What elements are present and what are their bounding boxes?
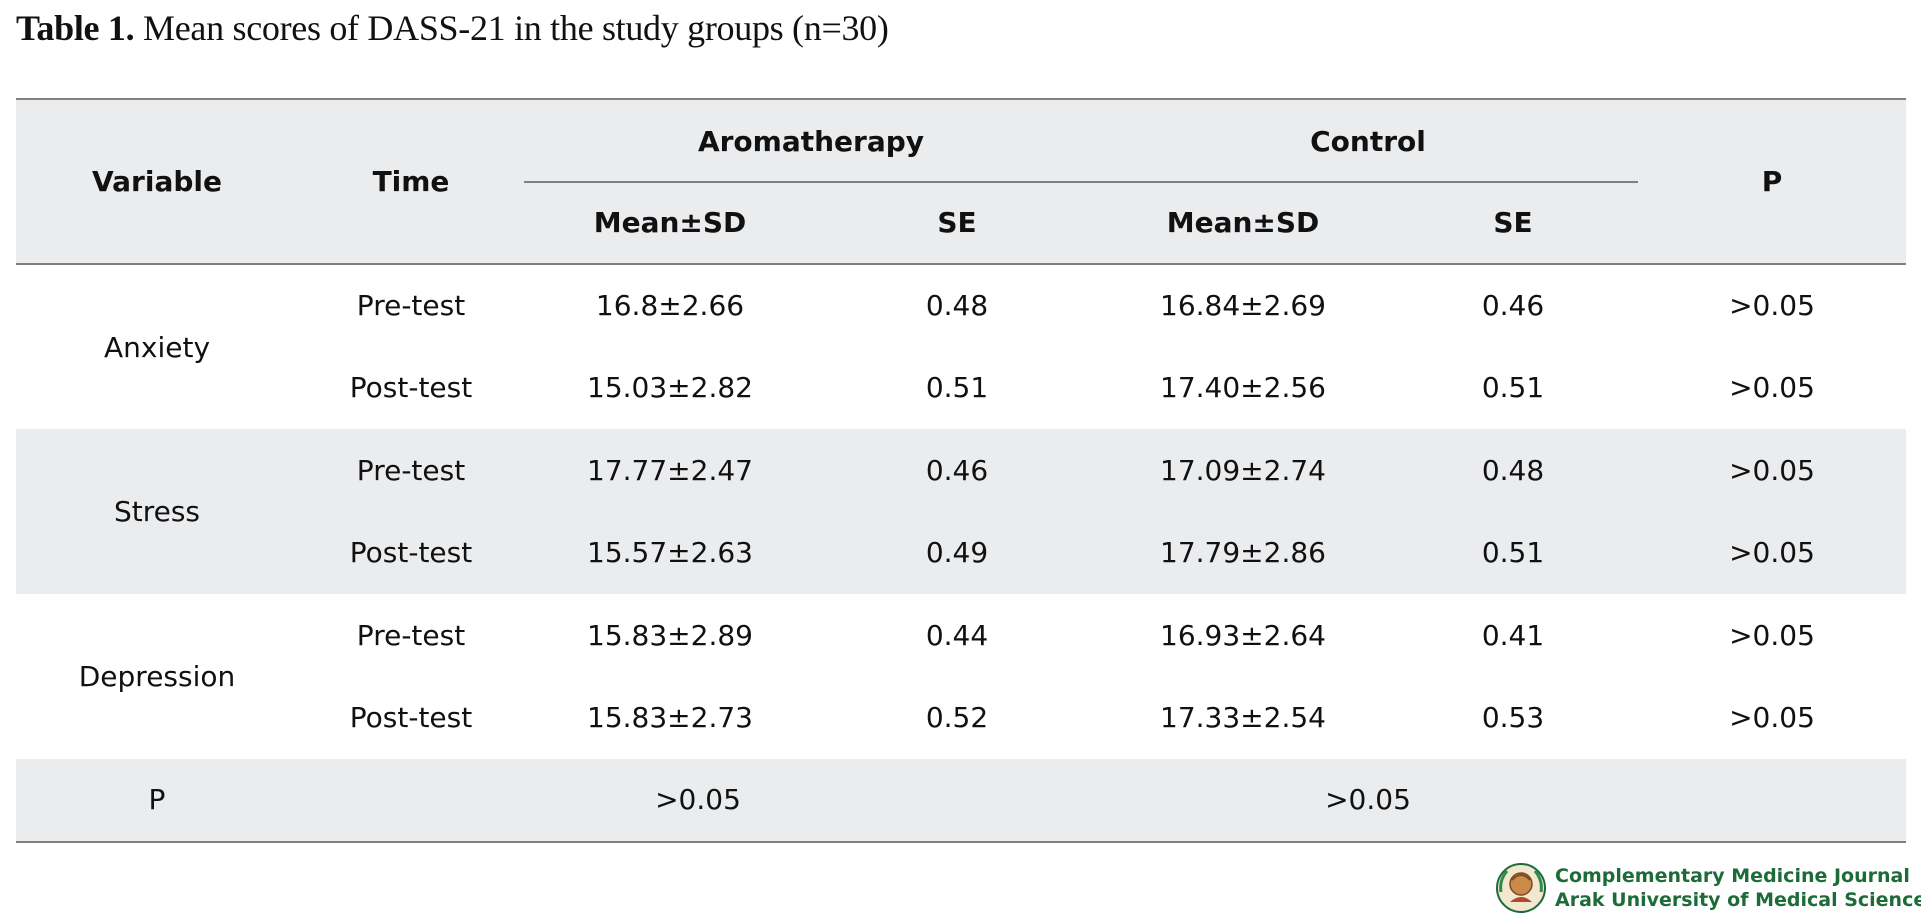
table-row: Post-test 15.83±2.73 0.52 17.33±2.54 0.5… <box>16 677 1906 760</box>
g1-mean-cell: 15.83±2.73 <box>587 701 753 735</box>
table-row: Post-test 15.03±2.82 0.51 17.40±2.56 0.5… <box>16 347 1906 430</box>
time-cell: Pre-test <box>356 453 466 487</box>
p-cell: >0.05 <box>1729 701 1815 735</box>
g1-mean-cell: 15.57±2.63 <box>587 536 753 570</box>
journal-seal-icon <box>1496 863 1546 913</box>
table-row: Depression Pre-test 15.83±2.89 0.44 16.9… <box>16 594 1906 693</box>
p-cell: >0.05 <box>1729 618 1815 652</box>
g2-mean-cell: 17.40±2.56 <box>1160 371 1326 405</box>
dass-table: Variable Time Aromatherapy Control P Mea… <box>16 98 1906 843</box>
time-cell: Post-test <box>349 536 473 570</box>
g1-se-cell: 0.44 <box>925 618 989 652</box>
g2-se-cell: 0.48 <box>1481 453 1545 487</box>
p-row-control: >0.05 <box>1098 759 1638 843</box>
time-cell: Pre-test <box>356 618 466 652</box>
caption-label: Table 1. <box>16 8 135 48</box>
variable-cell: Depression <box>78 660 236 693</box>
p-value-row: P >0.05 >0.05 <box>16 759 1906 843</box>
p-cell: >0.05 <box>1729 371 1815 405</box>
header-variable: Variable <box>16 98 298 265</box>
g1-se-cell: 0.51 <box>925 371 989 405</box>
header-time: Time <box>298 98 524 265</box>
table-row: Stress Pre-test 17.77±2.47 0.46 17.09±2.… <box>16 429 1906 528</box>
g2-mean-cell: 16.84±2.69 <box>1160 289 1326 323</box>
table-row: Post-test 15.57±2.63 0.49 17.79±2.86 0.5… <box>16 511 1906 594</box>
header-group-control: Control <box>1098 98 1638 184</box>
header-p: P <box>1638 98 1906 265</box>
time-cell: Pre-test <box>356 289 466 323</box>
variable-cell: Stress <box>113 495 201 528</box>
header-g1-se: SE <box>816 182 1098 265</box>
p-cell: >0.05 <box>1729 453 1815 487</box>
table-row: Anxiety Pre-test 16.8±2.66 0.48 16.84±2.… <box>16 264 1906 363</box>
g2-se-cell: 0.53 <box>1481 701 1545 735</box>
header-group-aromatherapy: Aromatherapy <box>524 98 1098 184</box>
g2-se-cell: 0.51 <box>1481 371 1545 405</box>
table-header: Variable Time Aromatherapy Control P Mea… <box>16 98 1906 265</box>
header-g2-se: SE <box>1388 182 1638 265</box>
g2-mean-cell: 17.79±2.86 <box>1160 536 1326 570</box>
g1-mean-cell: 15.03±2.82 <box>587 371 753 405</box>
table-caption: Table 1. Mean scores of DASS-21 in the s… <box>16 6 889 50</box>
g2-mean-cell: 17.33±2.54 <box>1160 701 1326 735</box>
journal-logo: Complementary Medicine Journal Arak Univ… <box>1495 858 1921 918</box>
p-row-label: P <box>16 759 298 843</box>
g2-mean-cell: 17.09±2.74 <box>1160 453 1326 487</box>
variable-cell: Anxiety <box>103 330 211 364</box>
g1-mean-cell: 15.83±2.89 <box>587 618 753 652</box>
time-cell: Post-test <box>349 371 473 405</box>
g1-se-cell: 0.52 <box>925 701 989 735</box>
g1-se-cell: 0.49 <box>925 536 989 570</box>
g2-mean-cell: 16.93±2.64 <box>1160 618 1326 652</box>
header-g1-mean-sd: Mean±SD <box>524 182 816 265</box>
p-row-empty <box>1638 759 1906 843</box>
g1-se-cell: 0.48 <box>925 289 989 323</box>
caption-text: Mean scores of DASS-21 in the study grou… <box>143 8 889 48</box>
g2-se-cell: 0.46 <box>1481 289 1545 323</box>
time-cell: Post-test <box>349 701 473 735</box>
g1-se-cell: 0.46 <box>925 453 989 487</box>
g2-se-cell: 0.51 <box>1481 536 1545 570</box>
g2-se-cell: 0.41 <box>1481 618 1545 652</box>
g1-mean-cell: 16.8±2.66 <box>595 289 745 323</box>
logo-line-2: Arak University of Medical Sciences <box>1555 889 1921 911</box>
g1-mean-cell: 17.77±2.47 <box>587 453 753 487</box>
table-body: Anxiety Pre-test 16.8±2.66 0.48 16.84±2.… <box>16 264 1906 843</box>
p-cell: >0.05 <box>1729 536 1815 570</box>
header-g2-mean-sd: Mean±SD <box>1098 182 1388 265</box>
p-cell: >0.05 <box>1729 289 1815 323</box>
p-row-aromatherapy: >0.05 <box>298 759 1098 843</box>
logo-line-1: Complementary Medicine Journal <box>1555 865 1910 887</box>
